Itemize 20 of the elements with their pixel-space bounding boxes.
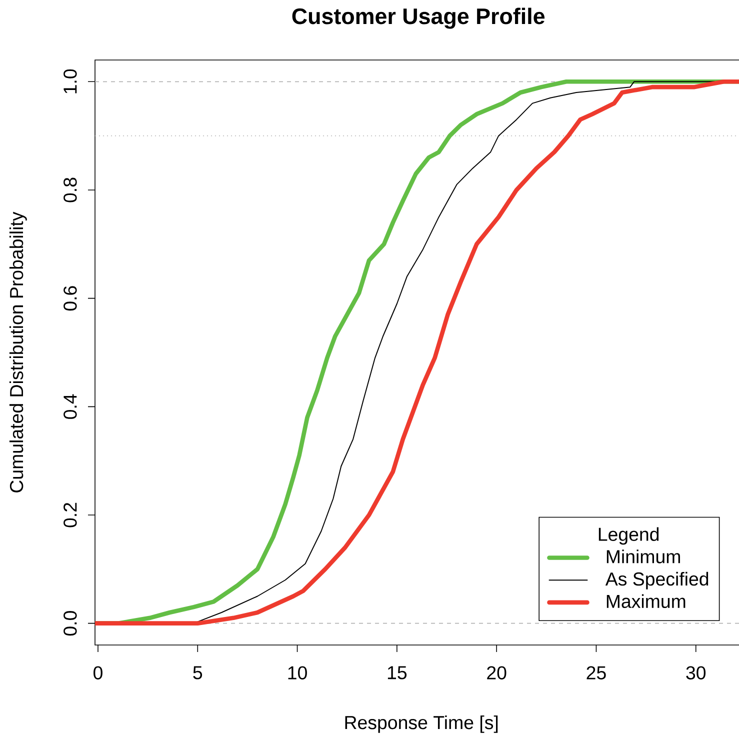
legend-label: Maximum [606, 594, 686, 608]
y-tick-label: 1.0 [64, 69, 77, 94]
legend-label: As Specified [605, 572, 708, 590]
y-tick-label: 0.2 [64, 502, 77, 528]
y-tick-label: 0.0 [64, 611, 77, 636]
x-tick-label: 25 [586, 666, 606, 680]
x-tick-label: 0 [94, 666, 102, 680]
x-tick-label: 15 [388, 666, 407, 680]
x-axis-title: Response Time [s] [345, 715, 498, 733]
y-tick-label: 0.6 [64, 286, 77, 311]
legend-title: Legend [598, 527, 659, 545]
x-tick-label: 20 [487, 666, 506, 680]
y-tick-label: 0.4 [64, 394, 77, 419]
legend-label: Minimum [606, 550, 680, 564]
y-tick-label: 0.8 [64, 178, 77, 202]
x-tick-label: 5 [193, 666, 202, 680]
chart-title: Customer Usage Profile [292, 8, 545, 29]
x-tick-label: 30 [686, 666, 706, 680]
x-tick-label: 10 [288, 666, 307, 680]
y-axis-title: Cumulated Distribution Probability [9, 212, 27, 492]
